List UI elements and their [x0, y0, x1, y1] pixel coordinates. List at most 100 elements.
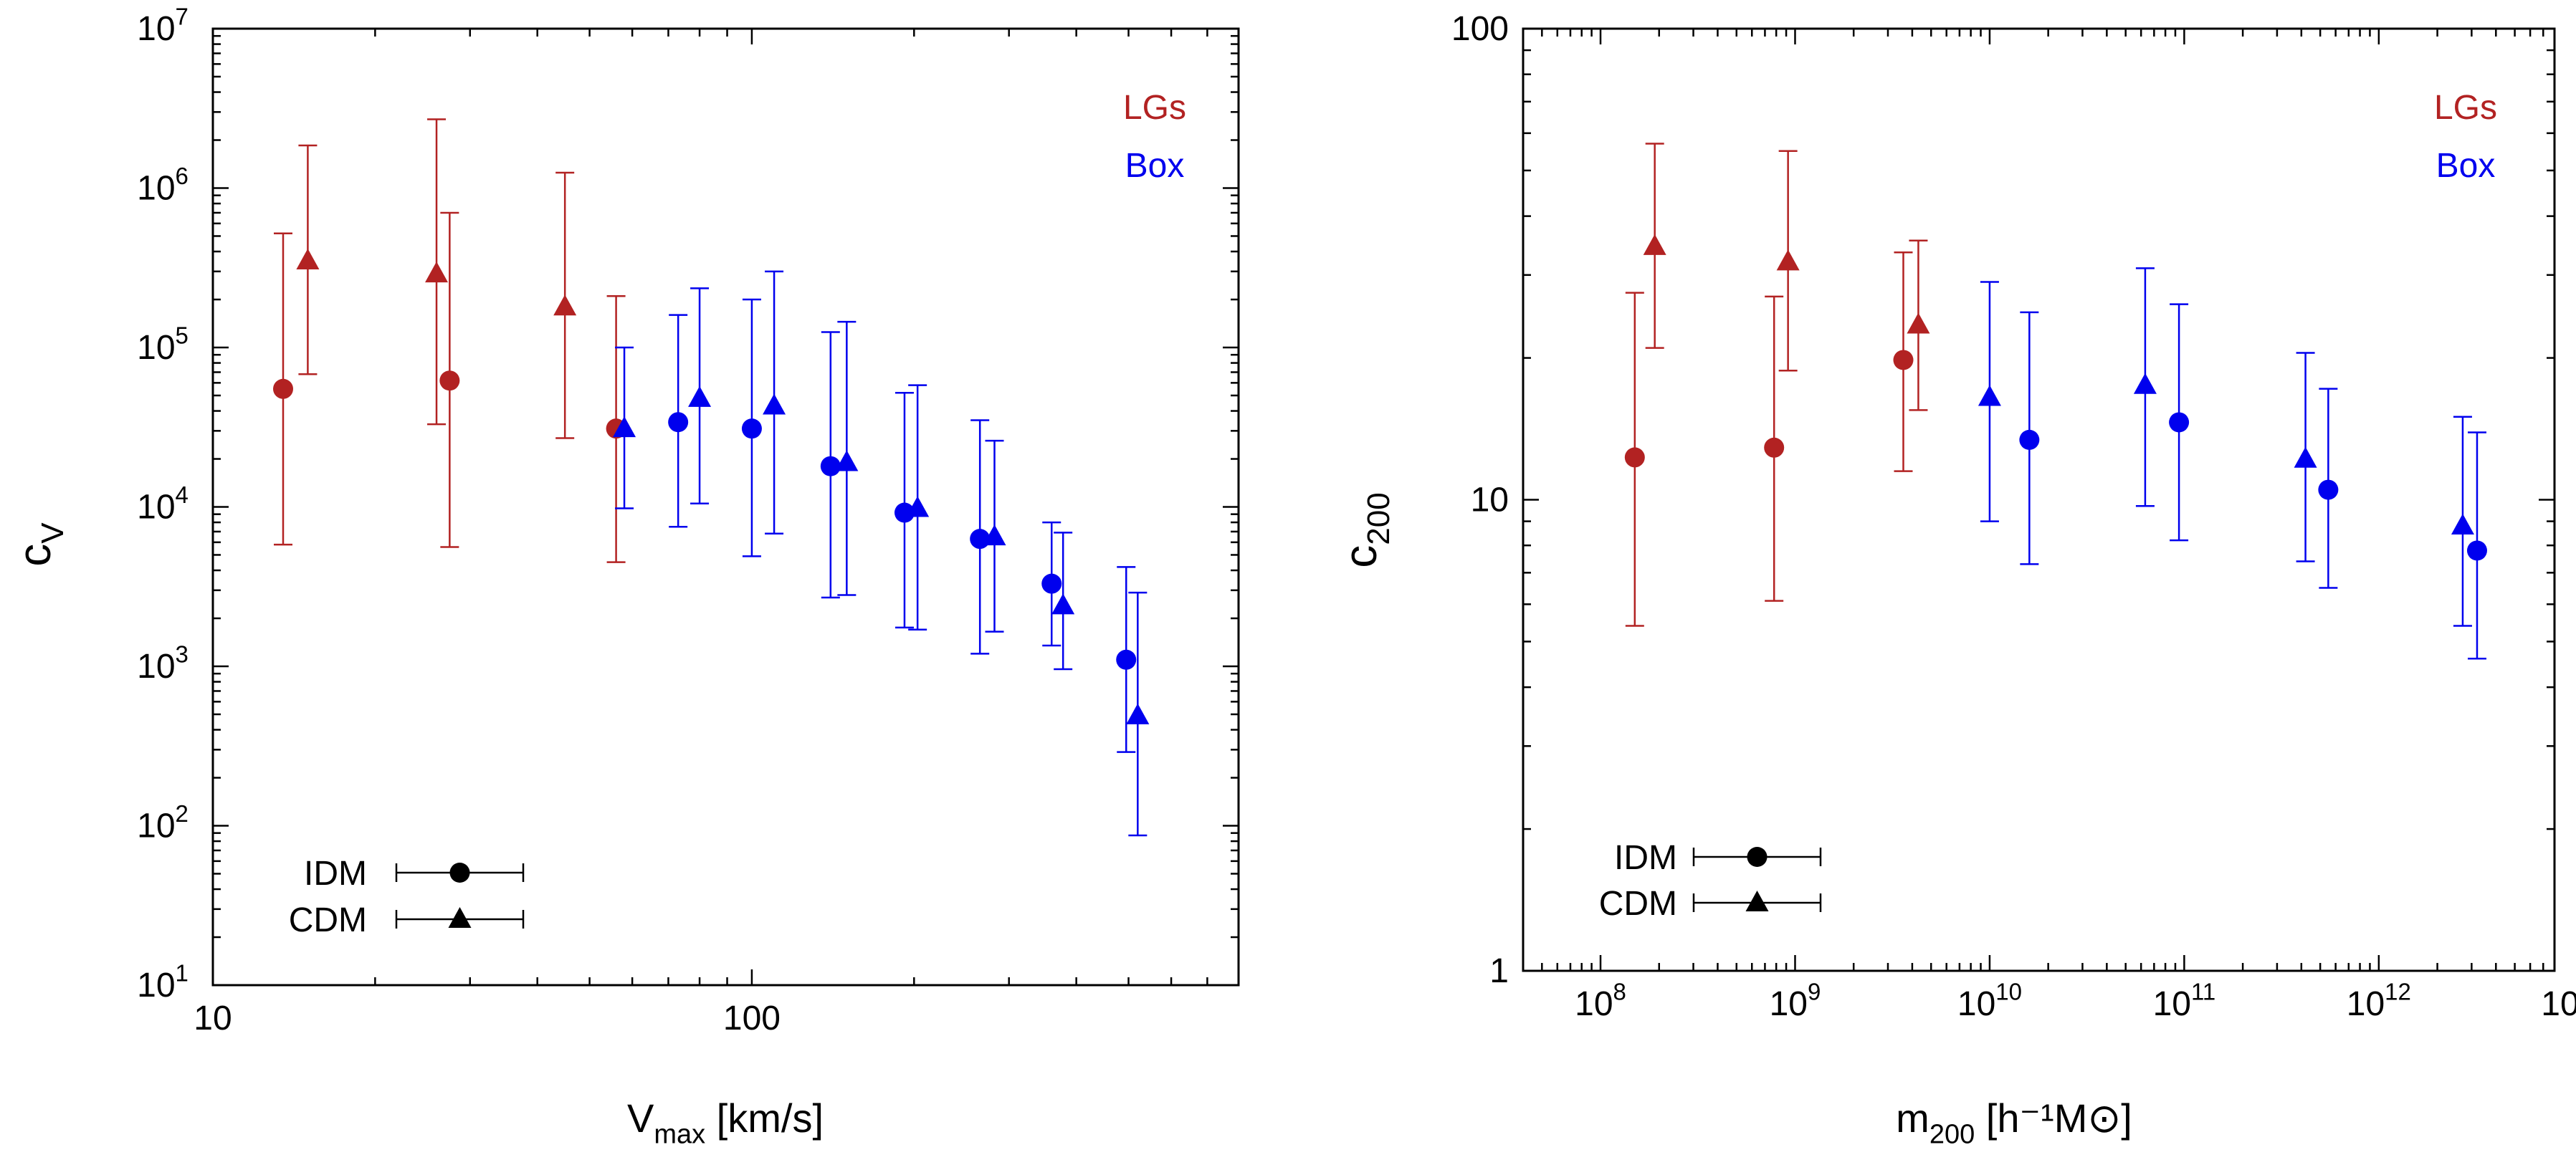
legend-label: CDM: [1599, 885, 1677, 923]
legend-label: IDM: [1614, 839, 1677, 877]
legend-lgs-label: LGs: [1123, 89, 1186, 127]
legend-entry-idm: IDM: [1614, 839, 1822, 877]
data-point: [2466, 431, 2487, 660]
data-point: [763, 270, 786, 535]
data-point: [1893, 251, 1914, 472]
marker-circle: [668, 412, 689, 433]
data-point: [820, 331, 841, 599]
marker-circle: [1893, 350, 1914, 370]
marker-triangle: [425, 262, 449, 283]
marker-triangle: [613, 416, 636, 438]
marker-triangle: [688, 385, 712, 407]
x-tick-label: 109: [1770, 978, 1821, 1023]
marker-circle: [439, 370, 460, 391]
marker-triangle: [1776, 249, 1800, 271]
data-point: [906, 384, 930, 630]
x-tick-label: 1012: [2347, 978, 2411, 1023]
marker-circle: [2169, 412, 2190, 433]
x-tick-label: 10: [194, 999, 232, 1037]
data-point: [668, 314, 689, 528]
marker-triangle: [2294, 446, 2317, 468]
marker-circle: [820, 456, 841, 476]
x-tick-label: 1011: [2153, 978, 2216, 1023]
data-point: [296, 144, 320, 375]
y-tick-label: 105: [137, 322, 189, 367]
data-point: [1041, 521, 1062, 647]
data-point: [741, 298, 762, 557]
plot-frame: [1522, 27, 2556, 972]
plot-frame: [211, 27, 1240, 987]
data-point: [1126, 591, 1150, 837]
data-point: [1907, 239, 1930, 411]
y-axis-label: c200: [1335, 492, 1396, 567]
marker-triangle: [2133, 373, 2157, 394]
legend-box-label: Box: [2436, 147, 2496, 185]
data-point: [1643, 143, 1666, 349]
legend-label: IDM: [304, 855, 367, 893]
data-point: [970, 419, 991, 655]
y-tick-label: 104: [137, 481, 189, 527]
data-point: [983, 439, 1006, 633]
legend-marker-circle: [1747, 847, 1768, 867]
y-tick-label: 106: [137, 163, 189, 208]
marker-triangle: [983, 524, 1006, 546]
y-tick-label: 1: [1489, 952, 1509, 990]
x-axis-label: m200 [h⁻¹M⊙]: [1896, 1095, 2132, 1150]
y-tick-label: 100: [1451, 10, 1509, 48]
marker-triangle: [1126, 703, 1150, 724]
data-point: [1051, 532, 1075, 671]
chart-panel-2: 108 109 1010 1011 1012 1013 1 10 100 m200 [h⁻¹M⊙]…: [1335, 10, 2576, 1150]
data-point: [2294, 352, 2317, 562]
marker-circle: [894, 502, 915, 523]
y-tick-label: 103: [137, 641, 189, 686]
x-tick-label: 108: [1575, 978, 1626, 1023]
marker-circle: [2318, 479, 2339, 500]
data-point: [2133, 267, 2157, 507]
marker-circle: [1624, 447, 1645, 468]
data-point: [1624, 292, 1645, 627]
data-point: [2019, 311, 2040, 565]
data-point: [835, 320, 859, 596]
marker-circle: [1764, 437, 1785, 458]
legend-lgs-label: LGs: [2434, 89, 2497, 127]
marker-circle: [273, 378, 294, 399]
legend-entry-cdm: CDM: [1599, 885, 1822, 923]
data-point: [273, 232, 294, 546]
x-tick-label: 100: [723, 999, 781, 1037]
x-axis-label: Vmax [km/s]: [627, 1095, 824, 1150]
marker-triangle: [906, 496, 930, 517]
x-tick-label: 1010: [1957, 978, 2022, 1023]
data-point: [2451, 416, 2474, 627]
marker-triangle: [553, 294, 577, 316]
legend-label: CDM: [289, 901, 367, 939]
legend-entry-cdm: CDM: [289, 901, 525, 939]
legend-marker-circle: [449, 863, 470, 883]
data-point: [613, 346, 636, 509]
marker-triangle: [763, 393, 786, 415]
data-point: [1764, 295, 1785, 602]
y-tick-label: 102: [137, 800, 189, 845]
y-axis-label: cV: [9, 522, 70, 567]
legend-marker-triangle: [448, 907, 472, 928]
marker-circle: [1041, 573, 1062, 594]
legend-box-label: Box: [1125, 147, 1185, 185]
marker-triangle: [1643, 234, 1666, 255]
data-point: [1776, 150, 1800, 372]
y-tick-label: 101: [137, 959, 189, 1004]
y-tick-label: 10: [1471, 481, 1509, 519]
data-point: [894, 391, 915, 629]
data-point: [1978, 281, 2001, 522]
data-point: [439, 211, 460, 548]
y-tick-label: 107: [137, 3, 189, 48]
legend-entry-idm: IDM: [304, 855, 525, 893]
marker-triangle: [1907, 312, 1930, 334]
data-point: [553, 171, 577, 439]
data-point: [425, 118, 449, 426]
marker-circle: [741, 418, 762, 439]
marker-triangle: [1978, 385, 2001, 406]
marker-circle: [1116, 649, 1137, 670]
legend-marker-triangle: [1745, 891, 1769, 911]
marker-circle: [2019, 429, 2040, 450]
data-point: [688, 287, 712, 505]
